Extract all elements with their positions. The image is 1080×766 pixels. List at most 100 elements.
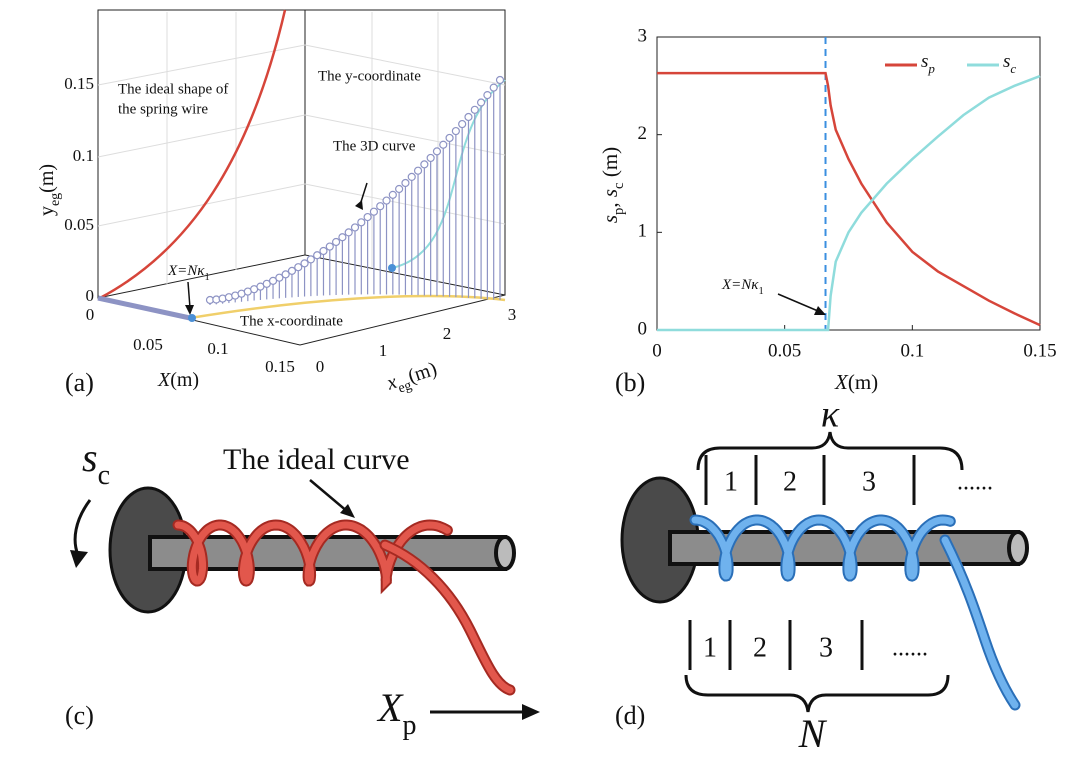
stem-head [344, 228, 353, 237]
text-part: p [402, 710, 416, 741]
text-part: (m) [170, 369, 199, 391]
wire-tail [381, 541, 514, 694]
series-line [657, 74, 1041, 332]
rotation-arrow [73, 499, 92, 556]
stem-head [350, 223, 360, 232]
x-axis-label: xeg(m) [383, 357, 441, 399]
stem-head [382, 196, 391, 205]
grid-line [97, 44, 306, 86]
stem-head [281, 270, 290, 279]
y-tick-label: 3 [638, 25, 648, 46]
arrowhead [355, 200, 363, 210]
text-part: 1 [205, 272, 210, 283]
panel-d: κ N 1 2 3 ...... 1 2 3 ...... [620, 394, 1029, 756]
stem-head [432, 147, 442, 156]
stem-head [476, 98, 486, 107]
stem-head [483, 91, 492, 100]
text-part: c [611, 182, 627, 189]
y-tick-label: 0.05 [64, 215, 94, 234]
x-tick-label: 0.05 [133, 335, 163, 354]
stem-head [331, 237, 341, 247]
text-part: X [376, 685, 404, 730]
x-tick-label: 0 [652, 340, 662, 361]
text-part: s [598, 189, 622, 197]
stem-head [357, 218, 366, 227]
panel-label: (c) [65, 701, 94, 730]
curve-arrow [309, 479, 349, 513]
cell-label: ...... [957, 470, 993, 496]
text-part: , [598, 197, 622, 208]
legend-label: sp [921, 51, 935, 76]
x-axis-label: X(m) [157, 369, 199, 391]
n-label: N [798, 711, 828, 756]
panel-label: (b) [615, 368, 645, 397]
cell-label: ...... [892, 636, 928, 662]
stem-head [313, 251, 322, 260]
legend-label: sc [1003, 51, 1016, 76]
y-axis-label: sp, sc (m) [598, 147, 628, 223]
ideal-text: the spring wire [118, 101, 208, 117]
helix [172, 519, 453, 595]
grid-line [97, 114, 306, 158]
text-part: X [157, 369, 171, 391]
arrowhead [522, 704, 540, 720]
kappa: κ [821, 394, 840, 436]
stems [205, 75, 505, 305]
stem-head [268, 276, 278, 285]
stem-head [401, 178, 410, 188]
curve-text: The 3D curve [333, 138, 416, 154]
panel-a: The ideal shape of the spring wire The y… [36, 9, 517, 399]
stem-head [451, 126, 460, 136]
stem-head [489, 83, 498, 92]
projection-point [388, 264, 396, 272]
grid-line [304, 44, 506, 86]
stem-head [388, 190, 397, 199]
arrowhead [185, 305, 194, 315]
ideal-text: The ideal shape of [118, 81, 228, 97]
wire [691, 516, 954, 580]
text-part: (m) [598, 147, 622, 183]
stem-head [325, 242, 334, 251]
ideal-shape-curve [99, 9, 287, 300]
start-point [188, 314, 196, 322]
cell-label: 2 [753, 632, 767, 663]
stem-head [495, 75, 505, 85]
text-part: X=Nκ [167, 263, 205, 279]
grid-line [304, 114, 506, 156]
cell-label: 1 [703, 632, 717, 663]
panel-label: (a) [65, 368, 94, 397]
stem-head [407, 172, 416, 182]
stem-head [445, 133, 454, 143]
annotation-arrow [777, 293, 819, 312]
dividers [688, 455, 916, 670]
x-tick-label: 1 [379, 341, 388, 360]
stem-head [376, 202, 385, 211]
text-part: (m) [848, 370, 878, 394]
stem-head [420, 160, 429, 169]
series-line [657, 71, 1041, 327]
text-part: (m) [36, 164, 58, 193]
cell-label: 2 [783, 466, 797, 497]
x-tick-label: 0 [86, 305, 95, 324]
x-tick-label: 0.15 [265, 357, 295, 376]
stem-head [306, 255, 315, 264]
stem-head [319, 246, 328, 256]
y-tick-label: 1 [638, 221, 648, 242]
text-part: (m) [405, 357, 439, 387]
x-tick-label: 3 [508, 305, 517, 324]
text-part: 1 [759, 286, 764, 297]
y-axis-label: yeg(m) [36, 164, 63, 216]
text-part: s [598, 215, 622, 223]
stem-head [439, 140, 448, 149]
stem-head [369, 207, 379, 216]
x-tick-label: 0.1 [207, 339, 228, 358]
x-tick-label: 2 [443, 324, 452, 343]
rotation-label: sc [82, 435, 110, 491]
curve-text: The ideal curve [223, 443, 410, 476]
x-text: The x-coordinate [240, 313, 343, 329]
text-part: eg [396, 378, 413, 396]
stem-head [338, 233, 347, 242]
x-tick-label: 0 [316, 357, 325, 376]
plot-area [656, 36, 1041, 331]
